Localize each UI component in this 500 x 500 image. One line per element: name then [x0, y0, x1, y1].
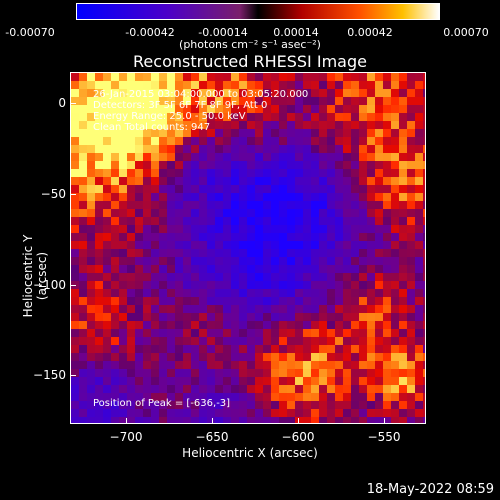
x-axis-title: Heliocentric X (arcsec): [182, 446, 318, 460]
x-tick-label: −600: [281, 430, 315, 444]
y-tick-mark: [70, 103, 76, 104]
y-axis-title: Heliocentric Y (arcsec): [21, 234, 49, 318]
x-tick-label: −700: [109, 430, 143, 444]
colorbar-tick: -0.00042: [125, 26, 175, 39]
colorbar: [76, 3, 440, 20]
footer-date: 18-May-2022 08:59: [366, 482, 494, 497]
colorbar-tick: 0.00070: [443, 26, 489, 39]
colorbar-tick: 0.00042: [347, 26, 393, 39]
clean-counts-text: Clean Total counts: 947: [93, 122, 211, 133]
colorbar-tick: 0.00014: [273, 26, 319, 39]
x-tick-mark: [384, 418, 385, 424]
image-map: [71, 73, 425, 423]
x-tick-mark: [298, 418, 299, 424]
detectors-text: Detectors: 3F 5F 6F 7F 8F 9F, Att 0: [93, 100, 268, 111]
plot-title: Reconstructed RHESSI Image: [133, 52, 367, 71]
peak-position-text: Position of Peak = [-636,-3]: [93, 398, 231, 409]
x-tick-label: −650: [195, 430, 229, 444]
x-tick-label: −550: [367, 430, 401, 444]
colorbar-tick: -0.00014: [198, 26, 248, 39]
y-tick-label: 0: [58, 96, 66, 110]
y-tick-label: −150: [33, 368, 66, 382]
x-tick-mark: [212, 418, 213, 424]
rhessi-image: 26-Jan-2015 03:04:00.000 to 03:05:20.000…: [70, 72, 426, 424]
y-tick-mark: [70, 285, 76, 286]
colorbar-units: (photons cm⁻² s⁻¹ asec⁻²): [179, 38, 321, 51]
colorbar-tick: -0.00070: [5, 26, 55, 39]
time-range-text: 26-Jan-2015 03:04:00.000 to 03:05:20.000: [93, 89, 309, 100]
y-tick-mark: [70, 375, 76, 376]
y-tick-label: −100: [33, 278, 66, 292]
x-tick-mark: [126, 418, 127, 424]
energy-range-text: Energy Range: 25.0 - 50.0 keV: [93, 111, 246, 122]
y-tick-mark: [70, 194, 76, 195]
y-tick-label: −50: [40, 187, 66, 201]
